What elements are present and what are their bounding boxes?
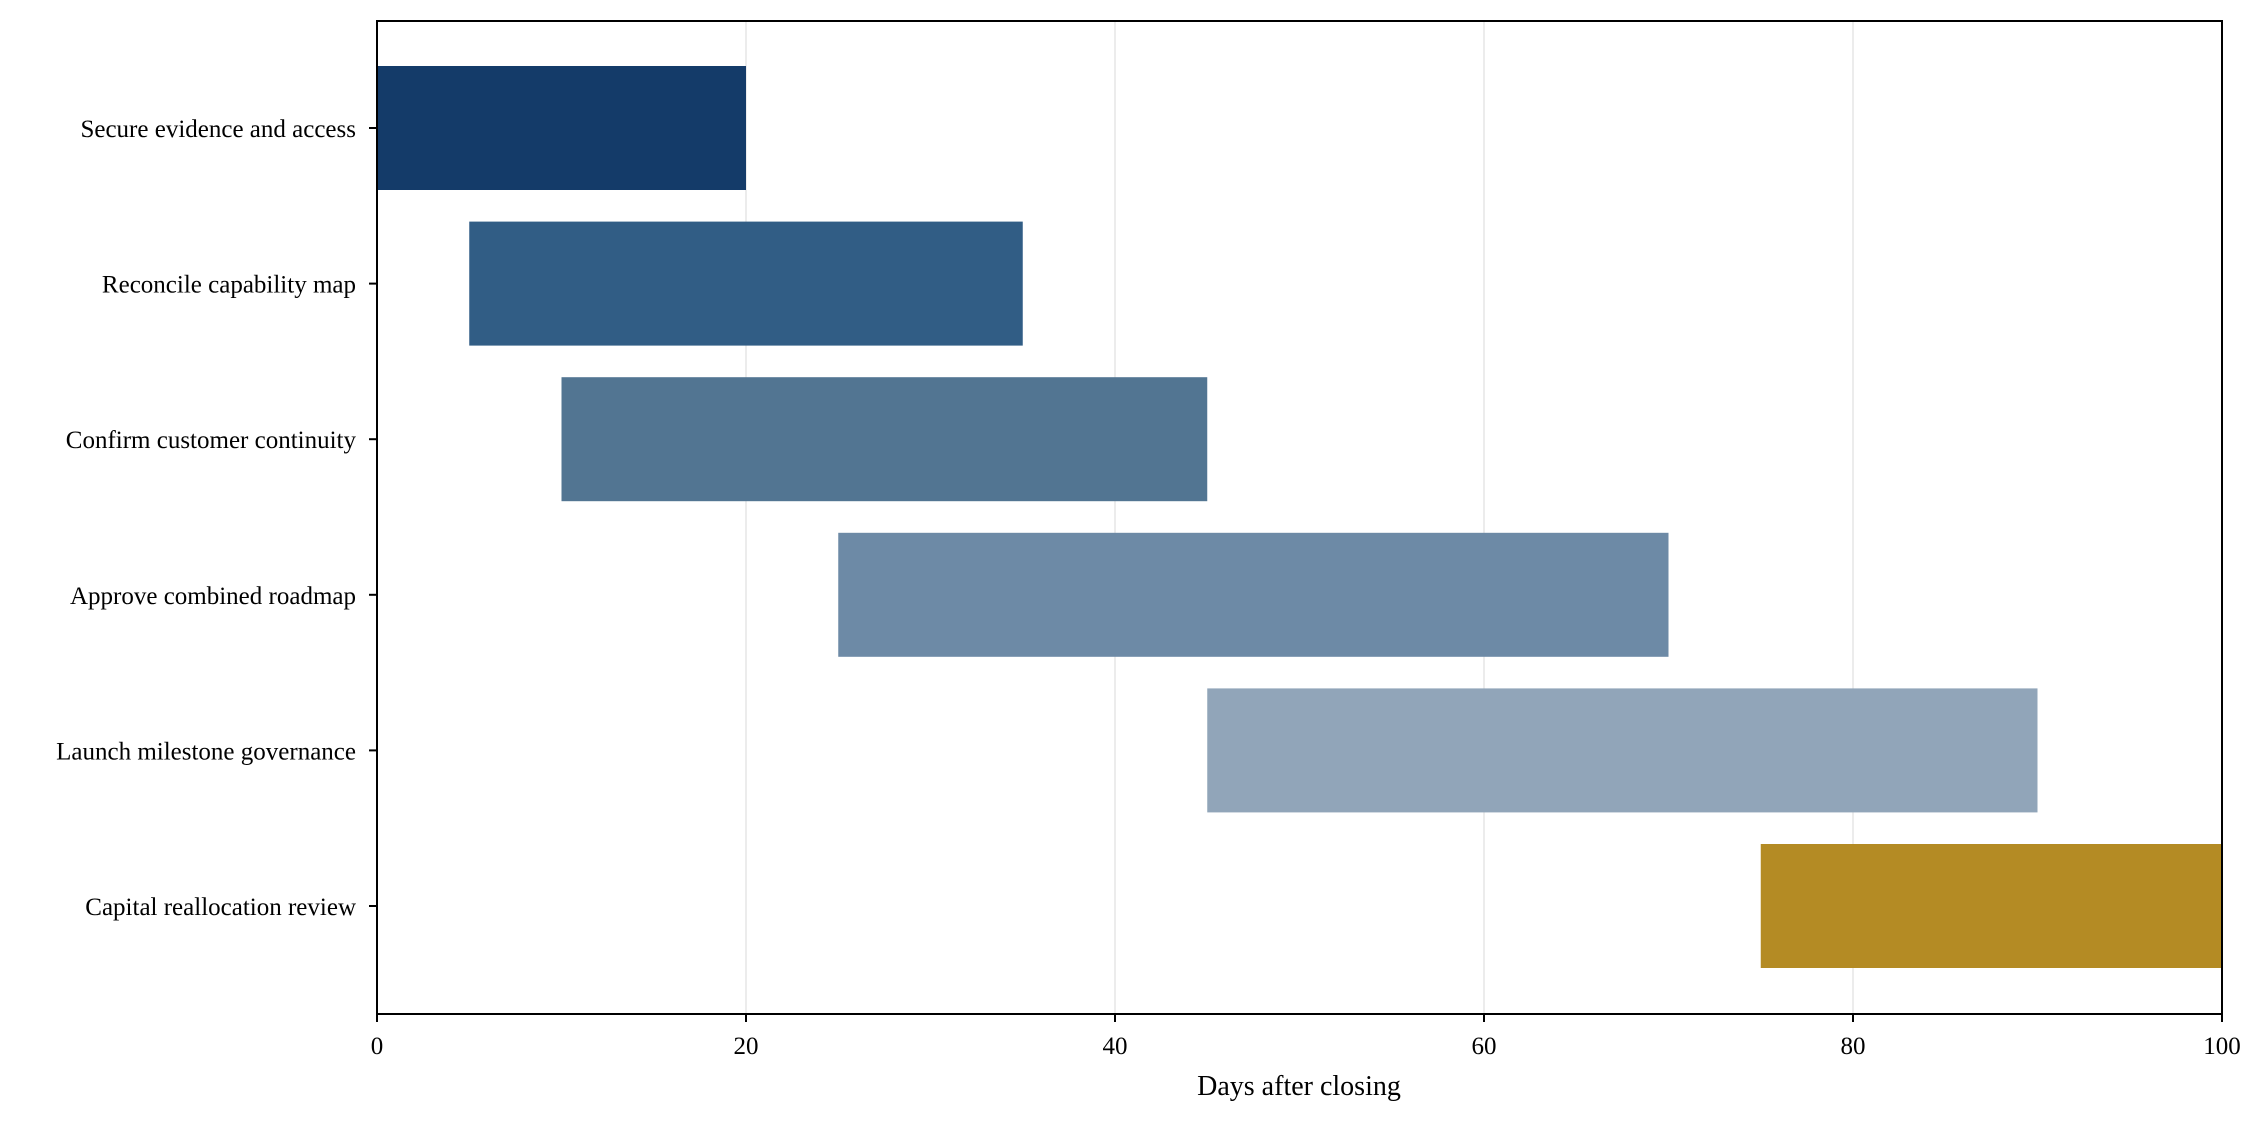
x-tick-label: 0: [371, 1033, 384, 1060]
x-tick-label: 20: [734, 1033, 759, 1060]
x-tick-label: 100: [2203, 1033, 2241, 1060]
task-label: Reconcile capability map: [102, 272, 356, 299]
task-label: Capital reallocation review: [85, 894, 356, 921]
task-bars: [377, 66, 2222, 968]
task-bar: [377, 66, 746, 190]
plot-frame: [376, 20, 2223, 1015]
x-axis-label: Days after closing: [1197, 1071, 1401, 1102]
task-bar: [838, 532, 1669, 657]
task-label: Approve combined roadmap: [70, 583, 356, 610]
task-bar: [1760, 844, 2222, 968]
x-tick-label: 40: [1103, 1033, 1128, 1060]
task-label: Launch milestone governance: [56, 738, 356, 765]
x-tick-label: 60: [1472, 1033, 1497, 1060]
x-axis-ticks: 0 20 40 60 80 100: [371, 1014, 2241, 1060]
task-label: Secure evidence and access: [80, 116, 356, 143]
task-bar: [1207, 688, 2038, 813]
y-axis-ticks: Secure evidence and access Reconcile capa…: [56, 116, 377, 921]
x-tick-label: 80: [1841, 1033, 1866, 1060]
task-bar: [561, 377, 1208, 502]
grid-lines: [745, 21, 1854, 1014]
task-label: Confirm customer continuity: [66, 427, 357, 454]
task-bar: [469, 221, 1023, 346]
